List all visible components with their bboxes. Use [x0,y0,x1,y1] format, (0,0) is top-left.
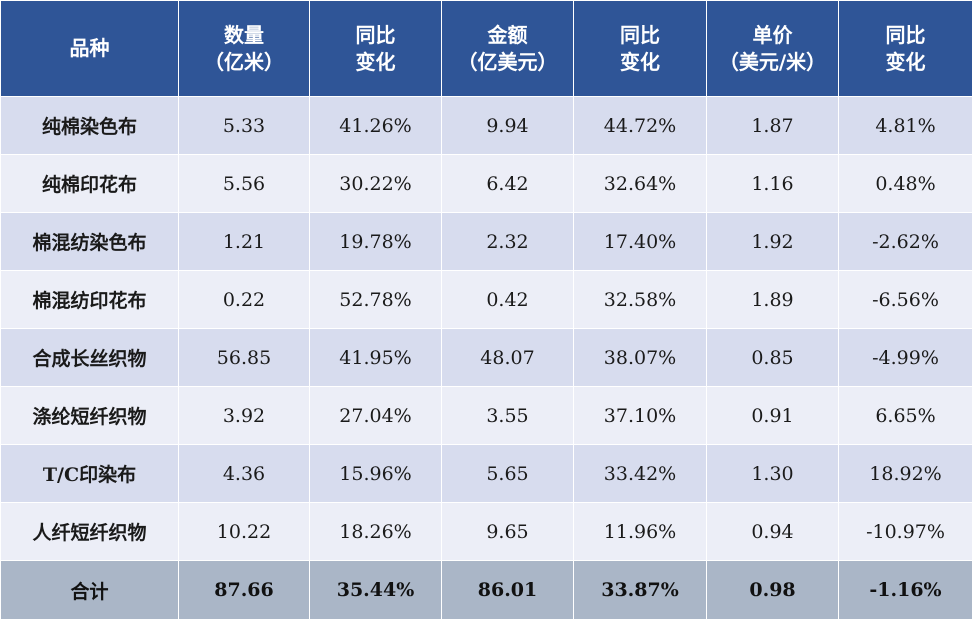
unit-price-cell: 0.85 [706,328,839,387]
amount-cell: 0.42 [441,270,574,329]
total-amount: 86.01 [441,560,574,620]
header-amount: 金额 （亿美元） [441,0,574,97]
header-variety: 品种 [0,0,179,97]
variety-cell: 纯棉染色布 [0,96,179,155]
quantity-yoy-cell: 52.78% [309,270,442,329]
quantity-yoy-cell: 30.22% [309,154,442,213]
table-footer: 合计 87.66 35.44% 86.01 33.87% 0.98 -1.16% [0,560,972,620]
unit-price-cell: 1.92 [706,212,839,271]
amount-yoy-cell: 32.64% [573,154,707,213]
variety-cell: 棉混纺染色布 [0,212,179,271]
amount-cell: 9.65 [441,502,574,561]
table-row: 人纤短纤织物 10.22 18.26% 9.65 11.96% 0.94 -10… [0,502,972,561]
header-amount-yoy-line1: 同比 [620,22,660,47]
table-row: 涤纶短纤织物 3.92 27.04% 3.55 37.10% 0.91 6.65… [0,386,972,445]
amount-yoy-cell: 17.40% [573,212,707,271]
header-amount-line1: 金额 [487,22,528,47]
amount-yoy-cell: 32.58% [573,270,707,329]
price-yoy-cell: -6.56% [838,270,972,329]
quantity-yoy-cell: 15.96% [309,444,442,503]
price-yoy-cell: 0.48% [838,154,972,213]
quantity-yoy-cell: 27.04% [309,386,442,445]
quantity-yoy-cell: 41.95% [309,328,442,387]
amount-cell: 48.07 [441,328,574,387]
amount-yoy-cell: 44.72% [573,96,707,155]
unit-price-cell: 1.16 [706,154,839,213]
header-unit-price-line2: （美元/米） [718,49,827,74]
unit-price-cell: 0.91 [706,386,839,445]
variety-cell: T/C印染布 [0,444,179,503]
total-unit-price: 0.98 [706,560,839,620]
price-yoy-cell: -2.62% [838,212,972,271]
header-quantity-yoy: 同比 变化 [309,0,442,97]
quantity-yoy-cell: 19.78% [309,212,442,271]
price-yoy-cell: -10.97% [838,502,972,561]
quantity-cell: 4.36 [178,444,310,503]
quantity-cell: 56.85 [178,328,310,387]
header-quantity: 数量 （亿米） [178,0,310,97]
amount-cell: 2.32 [441,212,574,271]
table-row: 合成长丝织物 56.85 41.95% 48.07 38.07% 0.85 -4… [0,328,972,387]
amount-yoy-cell: 38.07% [573,328,707,387]
quantity-yoy-cell: 18.26% [309,502,442,561]
header-quantity-line1: 数量 [224,22,264,47]
unit-price-cell: 1.87 [706,96,839,155]
table-row: T/C印染布 4.36 15.96% 5.65 33.42% 1.30 18.9… [0,444,972,503]
quantity-yoy-cell: 41.26% [309,96,442,155]
table-row: 纯棉印花布 5.56 30.22% 6.42 32.64% 1.16 0.48% [0,154,972,213]
variety-cell: 涤纶短纤织物 [0,386,179,445]
price-yoy-cell: 6.65% [838,386,972,445]
header-amount-line2: （亿美元） [457,49,558,74]
variety-cell: 纯棉印花布 [0,154,179,213]
total-row: 合计 87.66 35.44% 86.01 33.87% 0.98 -1.16% [0,560,972,620]
unit-price-cell: 0.94 [706,502,839,561]
price-yoy-cell: 18.92% [838,444,972,503]
quantity-cell: 5.56 [178,154,310,213]
total-amount-yoy: 33.87% [573,560,707,620]
unit-price-cell: 1.30 [706,444,839,503]
amount-cell: 6.42 [441,154,574,213]
quantity-cell: 1.21 [178,212,310,271]
table-row: 棉混纺染色布 1.21 19.78% 2.32 17.40% 1.92 -2.6… [0,212,972,271]
header-quantity-line2: （亿米） [204,49,284,74]
amount-cell: 9.94 [441,96,574,155]
quantity-cell: 5.33 [178,96,310,155]
header-amount-yoy: 同比 变化 [573,0,707,97]
quantity-cell: 0.22 [178,270,310,329]
price-yoy-cell: 4.81% [838,96,972,155]
header-variety-label: 品种 [69,36,110,60]
variety-cell: 棉混纺印花布 [0,270,179,329]
amount-yoy-cell: 11.96% [573,502,707,561]
unit-price-cell: 1.89 [706,270,839,329]
quantity-cell: 3.92 [178,386,310,445]
amount-yoy-cell: 33.42% [573,444,707,503]
table-header: 品种 数量 （亿米） 同比 变化 金额 （亿美元） 同比 变化 单价 （美元/米… [0,0,972,97]
total-price-yoy: -1.16% [838,560,972,620]
total-quantity-yoy: 35.44% [309,560,442,620]
variety-cell: 人纤短纤织物 [0,502,179,561]
price-yoy-cell: -4.99% [838,328,972,387]
amount-cell: 5.65 [441,444,574,503]
header-amount-yoy-line2: 变化 [620,49,660,74]
header-price-yoy-line2: 变化 [885,49,926,74]
total-label: 合计 [0,560,179,620]
amount-cell: 3.55 [441,386,574,445]
variety-cell: 合成长丝织物 [0,328,179,387]
quantity-cell: 10.22 [178,502,310,561]
header-row: 品种 数量 （亿米） 同比 变化 金额 （亿美元） 同比 变化 单价 （美元/米… [0,0,972,97]
header-quantity-yoy-line2: 变化 [355,49,396,74]
total-quantity: 87.66 [178,560,310,620]
header-quantity-yoy-line1: 同比 [355,22,396,47]
table-body: 纯棉染色布 5.33 41.26% 9.94 44.72% 1.87 4.81%… [0,96,972,561]
header-price-yoy-line1: 同比 [885,22,926,47]
amount-yoy-cell: 37.10% [573,386,707,445]
header-unit-price-line1: 单价 [752,22,793,47]
header-unit-price: 单价 （美元/米） [706,0,839,97]
table-row: 纯棉染色布 5.33 41.26% 9.94 44.72% 1.87 4.81% [0,96,972,155]
table-row: 棉混纺印花布 0.22 52.78% 0.42 32.58% 1.89 -6.5… [0,270,972,329]
header-price-yoy: 同比 变化 [838,0,972,97]
